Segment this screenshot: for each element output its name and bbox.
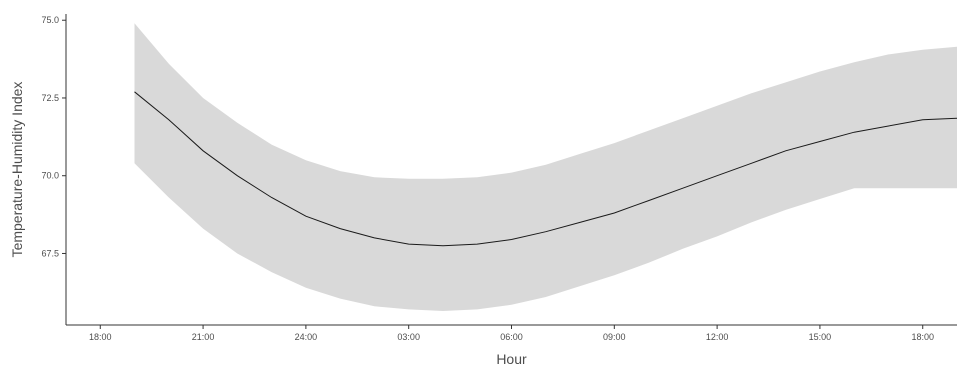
confidence-band	[134, 23, 957, 312]
confidence-band-layer	[134, 23, 957, 312]
x-tick-label: 18:00	[89, 332, 112, 342]
x-tick-label: 15:00	[809, 332, 832, 342]
x-tick-label: 09:00	[603, 332, 626, 342]
y-tick-label: 75.0	[41, 15, 59, 25]
y-tick-label: 70.0	[41, 171, 59, 181]
x-axis-title: Hour	[496, 351, 527, 367]
x-tick-label: 03:00	[397, 332, 420, 342]
smooth-line-layer	[134, 91, 958, 247]
smooth-line	[134, 91, 958, 247]
tick-layer: 18:00 21:00 24:00 03:00 06:00 09:00 12:00 15:00…	[41, 15, 934, 342]
x-tick-label: 06:00	[500, 332, 523, 342]
x-tick-label: 21:00	[192, 332, 215, 342]
y-tick-label: 67.5	[41, 248, 59, 258]
y-tick-label: 72.5	[41, 93, 59, 103]
y-axis-title: Temperature-Humidity Index	[9, 82, 25, 258]
x-tick-label: 18:00	[911, 332, 934, 342]
x-tick-label: 24:00	[295, 332, 318, 342]
x-tick-label: 12:00	[706, 332, 729, 342]
